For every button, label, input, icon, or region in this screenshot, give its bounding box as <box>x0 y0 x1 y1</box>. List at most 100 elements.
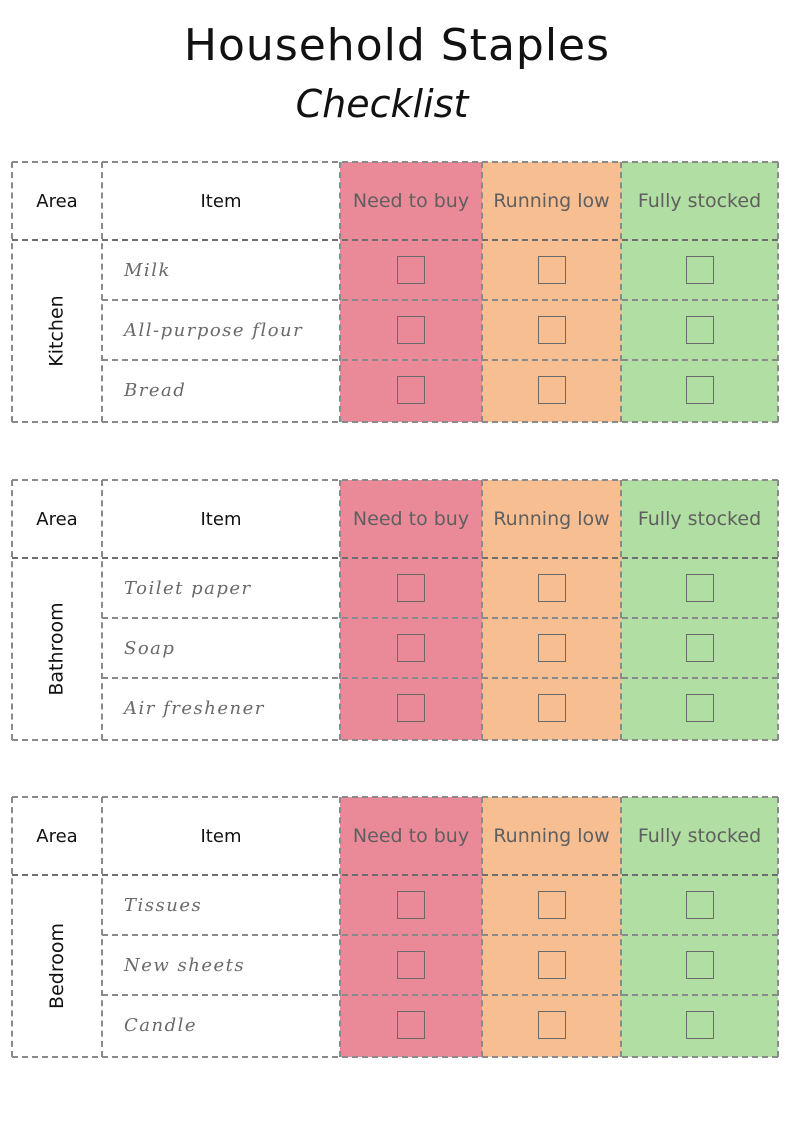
header-item: Item <box>200 508 242 530</box>
column-divider <box>339 797 341 1057</box>
checkbox-all-purpose-flour-need[interactable] <box>397 316 425 344</box>
checkbox-new-sheets-need[interactable] <box>397 951 425 979</box>
item-name: Toilet paper <box>124 577 252 599</box>
item-name: Air freshener <box>124 697 265 719</box>
column-divider <box>620 797 622 1057</box>
row-divider <box>102 299 778 301</box>
border-top <box>12 479 778 481</box>
checkbox-candle-full[interactable] <box>685 1011 714 1039</box>
checkbox-bread-need[interactable] <box>397 376 425 404</box>
column-bg-low <box>482 797 621 1057</box>
row-divider <box>102 677 778 679</box>
column-bg-full <box>621 797 778 1057</box>
border-top <box>12 161 778 163</box>
border-top <box>12 796 778 798</box>
checkbox-new-sheets-low[interactable] <box>537 951 566 979</box>
item-name: All-purpose flour <box>124 319 304 341</box>
column-divider <box>620 162 622 422</box>
checkbox-candle-low[interactable] <box>537 1011 566 1039</box>
border-right <box>777 162 779 422</box>
column-bg-full <box>621 162 778 422</box>
column-divider <box>481 162 483 422</box>
checkbox-tissues-full[interactable] <box>685 891 714 919</box>
column-bg-low <box>482 162 621 422</box>
header-divider <box>12 239 778 241</box>
checkbox-air-freshener-need[interactable] <box>397 694 425 722</box>
area-label: Bathroom <box>12 558 102 740</box>
area-label-text: Bathroom <box>46 602 69 696</box>
header-divider <box>12 874 778 876</box>
header-running-low: Running low <box>493 825 610 847</box>
column-divider <box>101 480 103 740</box>
border-right <box>777 480 779 740</box>
item-name: Bread <box>124 379 187 401</box>
header-need-to-buy: Need to buy <box>352 508 470 530</box>
item-name: Candle <box>124 1014 198 1036</box>
border-left <box>11 797 13 1057</box>
header-fully-stocked: Fully stocked <box>637 190 762 212</box>
checkbox-bread-full[interactable] <box>685 376 714 404</box>
checkbox-new-sheets-full[interactable] <box>685 951 714 979</box>
border-bottom <box>12 739 778 741</box>
column-bg-need <box>340 480 482 740</box>
checkbox-air-freshener-low[interactable] <box>537 694 566 722</box>
checkbox-milk-need[interactable] <box>397 256 425 284</box>
page-title: Household Staples <box>183 20 611 71</box>
column-divider <box>481 797 483 1057</box>
header-need-to-buy: Need to buy <box>352 825 470 847</box>
checkbox-all-purpose-flour-low[interactable] <box>537 316 566 344</box>
header-fully-stocked: Fully stocked <box>637 508 762 530</box>
column-bg-need <box>340 797 482 1057</box>
row-divider <box>102 617 778 619</box>
column-bg-low <box>482 480 621 740</box>
area-label-text: Kitchen <box>45 295 68 367</box>
header-running-low: Running low <box>493 508 610 530</box>
header-area: Area <box>36 825 78 847</box>
header-area: Area <box>36 508 78 530</box>
checkbox-milk-low[interactable] <box>537 256 566 284</box>
column-divider <box>339 162 341 422</box>
checkbox-tissues-need[interactable] <box>397 891 425 919</box>
border-left <box>11 162 13 422</box>
border-left <box>11 480 13 740</box>
area-label: Bedroom <box>12 875 102 1057</box>
checkbox-air-freshener-full[interactable] <box>685 694 714 722</box>
column-divider <box>339 480 341 740</box>
border-right <box>777 797 779 1057</box>
checkbox-tissues-low[interactable] <box>537 891 566 919</box>
checkbox-toilet-paper-need[interactable] <box>397 574 425 602</box>
column-divider <box>101 797 103 1057</box>
column-divider <box>101 162 103 422</box>
checklist-table-bedroom: Area Item Need to buy Running low Fully stoc… <box>11 796 779 1058</box>
checkbox-all-purpose-flour-full[interactable] <box>685 316 714 344</box>
checkbox-soap-full[interactable] <box>685 634 714 662</box>
checkbox-soap-need[interactable] <box>397 634 425 662</box>
column-bg-full <box>621 480 778 740</box>
header-area: Area <box>36 190 78 212</box>
row-divider <box>102 359 778 361</box>
row-divider <box>102 934 778 936</box>
header-fully-stocked: Fully stocked <box>637 825 762 847</box>
checkbox-bread-low[interactable] <box>537 376 566 404</box>
header-divider <box>12 557 778 559</box>
checkbox-toilet-paper-full[interactable] <box>685 574 714 602</box>
checkbox-toilet-paper-low[interactable] <box>537 574 566 602</box>
header-item: Item <box>200 190 242 212</box>
column-bg-need <box>340 162 482 422</box>
checkbox-milk-full[interactable] <box>685 256 714 284</box>
border-bottom <box>12 421 778 423</box>
header-running-low: Running low <box>493 190 610 212</box>
checklist-table-kitchen: Area Item Need to buy Running low Fully stoc… <box>11 161 779 423</box>
page-subtitle: Checklist <box>295 82 469 126</box>
column-divider <box>481 480 483 740</box>
row-divider <box>102 994 778 996</box>
item-name: Soap <box>124 637 176 659</box>
item-name: Tissues <box>124 894 203 916</box>
checkbox-candle-need[interactable] <box>397 1011 425 1039</box>
checklist-table-bathroom: Area Item Need to buy Running low Fully stoc… <box>11 479 779 741</box>
border-bottom <box>12 1056 778 1058</box>
checkbox-soap-low[interactable] <box>537 634 566 662</box>
column-divider <box>620 480 622 740</box>
area-label-text: Bedroom <box>46 923 68 1009</box>
header-need-to-buy: Need to buy <box>352 190 470 212</box>
